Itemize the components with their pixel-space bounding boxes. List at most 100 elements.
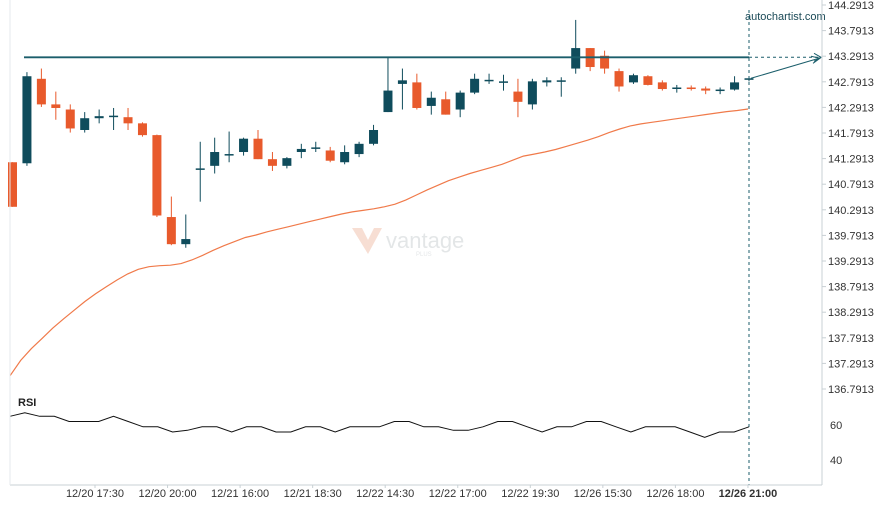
candle-body	[614, 71, 624, 87]
rsi-panel: RSI	[9, 397, 750, 438]
candle-body	[340, 152, 350, 163]
price-tick-label: 141.2913	[828, 154, 874, 166]
candle-body	[181, 239, 191, 245]
resistance-arrow-icon	[813, 52, 823, 62]
price-tick-label: 140.2913	[828, 205, 874, 217]
price-tick-label: 139.7913	[828, 230, 874, 242]
candle	[195, 141, 205, 202]
rsi-line	[9, 412, 750, 438]
price-tick-label: 138.7913	[828, 282, 874, 294]
candles-layer	[8, 19, 754, 248]
candle	[730, 76, 740, 91]
candle-body	[239, 138, 249, 153]
candle	[181, 214, 191, 248]
candle	[441, 91, 451, 115]
candle	[672, 84, 682, 93]
candle	[80, 112, 90, 133]
moving-average-layer	[9, 108, 749, 377]
candle-body	[369, 129, 379, 144]
candle-body	[686, 87, 696, 90]
candle-body	[8, 162, 17, 207]
candle-body	[470, 78, 480, 93]
x-tick-label: 12/22 14:30	[356, 488, 414, 500]
candle-body	[426, 97, 436, 106]
candle-body	[715, 89, 725, 92]
candle	[571, 19, 581, 74]
candle-body	[51, 104, 61, 108]
candle-body	[672, 87, 682, 89]
candle-body	[412, 82, 422, 108]
candle-body	[36, 78, 46, 105]
candle-body	[253, 138, 263, 160]
candle-body	[137, 123, 147, 136]
forecast-arrow-icon	[810, 55, 822, 64]
candle	[210, 137, 220, 174]
candle	[412, 73, 422, 110]
candle	[715, 87, 725, 95]
x-tick-label: 12/26 15:30	[574, 488, 632, 500]
rsi-label: RSI	[18, 397, 36, 409]
rsi-tick-label: 60	[830, 420, 842, 432]
price-tick-label: 137.2913	[828, 358, 874, 370]
price-tick-label: 141.7913	[828, 128, 874, 140]
candle-body	[441, 99, 451, 115]
x-tick-label: 12/20 17:30	[66, 488, 124, 500]
x-tick-label: 12/22 19:30	[501, 488, 559, 500]
price-tick-label: 136.7913	[828, 384, 874, 396]
candle-body	[455, 92, 465, 110]
x-tick-label: 12/21 18:30	[284, 488, 342, 500]
candle-body	[600, 55, 610, 69]
candle-body	[628, 75, 638, 83]
candle-body	[657, 82, 667, 90]
candle-body	[296, 148, 306, 153]
candle	[513, 78, 523, 118]
price-tick-label: 138.2913	[828, 307, 874, 319]
watermark-sub: PLUS	[416, 252, 432, 258]
candle	[282, 157, 292, 169]
candle-body	[80, 118, 90, 130]
candle-body	[152, 135, 162, 216]
x-tick-label: 12/21 16:00	[211, 488, 269, 500]
candle	[369, 124, 379, 146]
candle	[701, 86, 711, 95]
candle	[296, 143, 306, 159]
candle	[643, 75, 653, 86]
candle	[628, 73, 638, 84]
candle	[325, 146, 335, 163]
price-tick-label: 142.2913	[828, 102, 874, 114]
candle	[65, 104, 75, 133]
candle-body	[383, 90, 393, 113]
candle	[137, 122, 147, 137]
candle	[542, 77, 552, 87]
x-tick-label: 12/26 21:00	[719, 488, 778, 500]
candle-body	[123, 117, 133, 124]
candle-body	[527, 81, 537, 105]
candle-body	[282, 158, 292, 166]
x-tick-label: 12/22 17:00	[429, 488, 487, 500]
candle	[36, 68, 46, 107]
candle-body	[195, 168, 205, 170]
candle-body	[397, 80, 407, 84]
candle-body	[224, 154, 234, 156]
moving-average-line	[9, 108, 749, 377]
candle	[94, 109, 104, 124]
price-tick-label: 143.7913	[828, 26, 874, 38]
candle	[397, 68, 407, 110]
candle-body	[484, 79, 494, 82]
candle	[239, 137, 249, 156]
candle	[527, 78, 537, 110]
price-tick-label: 143.2913	[828, 51, 874, 63]
candle	[123, 107, 133, 130]
candle	[426, 91, 436, 115]
brand-label: autochartist.com	[745, 11, 826, 23]
candle	[354, 141, 364, 158]
price-tick-label: 139.2913	[828, 256, 874, 268]
candle-body	[267, 159, 277, 166]
candle	[253, 129, 263, 160]
candle-body	[643, 76, 653, 85]
resistance-layer	[24, 10, 823, 485]
forecast-line	[750, 57, 820, 79]
candle-body	[65, 109, 75, 129]
candle	[484, 73, 494, 84]
